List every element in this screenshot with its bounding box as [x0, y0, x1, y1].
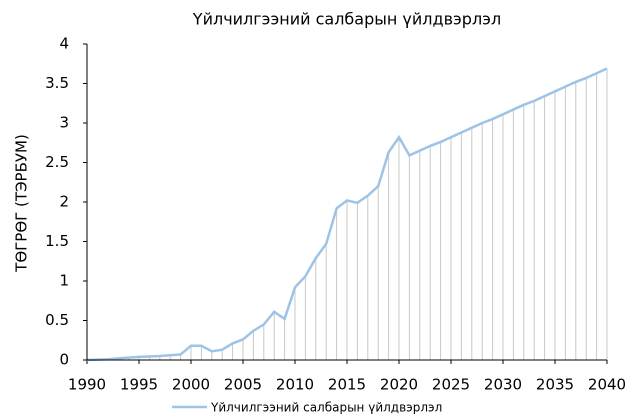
y-tick-label: 1.5: [45, 232, 69, 250]
x-tick-label: 1995: [120, 376, 158, 394]
y-tick-label: 3.5: [45, 74, 69, 92]
y-tick-label: 0.5: [45, 311, 69, 329]
x-tick-label: 1990: [68, 376, 106, 394]
y-tick-label: 1: [59, 272, 69, 290]
x-tick-label: 2035: [536, 376, 574, 394]
x-tick-label: 2040: [588, 376, 626, 394]
data-line: [86, 67, 608, 362]
legend-label: Үйлчилгээний салбарын үйлдвэрлэл: [210, 401, 442, 415]
chart-title: Үйлчилгээний салбарын үйлдвэрлэл: [192, 10, 501, 29]
x-tick-label: 2020: [380, 376, 418, 394]
y-tick-label: 3: [59, 114, 69, 132]
y-axis-title: ТӨГРӨГ (ТЭРБУМ): [13, 134, 31, 273]
x-tick-label: 2015: [328, 376, 366, 394]
y-tick-label: 4: [59, 35, 69, 53]
x-tick-label: 2010: [276, 376, 314, 394]
x-tick-label: 2005: [224, 376, 262, 394]
x-tick-label: 2000: [172, 376, 210, 394]
x-tick-label: 2030: [484, 376, 522, 394]
y-tick-label: 2.5: [45, 153, 69, 171]
x-tick-label: 2025: [432, 376, 470, 394]
y-tick-label: 2: [59, 193, 69, 211]
y-tick-label: 0: [59, 351, 69, 369]
